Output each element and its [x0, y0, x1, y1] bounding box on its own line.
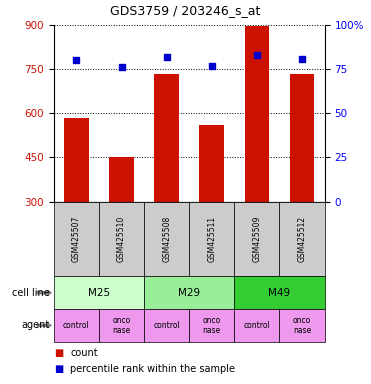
- Point: [254, 52, 260, 58]
- Bar: [234, 276, 325, 309]
- Text: percentile rank within the sample: percentile rank within the sample: [70, 364, 236, 374]
- Text: M25: M25: [88, 288, 110, 298]
- Bar: [54, 276, 144, 309]
- Text: ■: ■: [54, 348, 63, 358]
- Bar: [154, 73, 179, 202]
- Point: [209, 63, 215, 69]
- Text: cell line: cell line: [12, 288, 50, 298]
- Text: onco
nase: onco nase: [203, 316, 221, 335]
- Text: GSM425507: GSM425507: [72, 216, 81, 262]
- Bar: [189, 309, 234, 342]
- Bar: [54, 309, 99, 342]
- Bar: [279, 202, 325, 276]
- Text: GSM425511: GSM425511: [207, 216, 216, 262]
- Bar: [99, 202, 144, 276]
- Bar: [189, 202, 234, 276]
- Text: GDS3759 / 203246_s_at: GDS3759 / 203246_s_at: [110, 4, 261, 17]
- Bar: [244, 26, 269, 202]
- Text: control: control: [63, 321, 90, 330]
- Point: [299, 55, 305, 61]
- Text: control: control: [153, 321, 180, 330]
- Text: M29: M29: [178, 288, 200, 298]
- Bar: [144, 276, 234, 309]
- Bar: [54, 202, 99, 276]
- Point: [73, 57, 79, 63]
- Point: [119, 64, 125, 70]
- Text: onco
nase: onco nase: [112, 316, 131, 335]
- Text: GSM425508: GSM425508: [162, 216, 171, 262]
- Text: ■: ■: [54, 364, 63, 374]
- Point: [164, 54, 170, 60]
- Bar: [290, 73, 315, 202]
- Text: agent: agent: [22, 320, 50, 331]
- Bar: [64, 118, 89, 202]
- Text: GSM425512: GSM425512: [298, 216, 306, 262]
- Bar: [279, 309, 325, 342]
- Bar: [234, 309, 279, 342]
- Text: control: control: [243, 321, 270, 330]
- Text: M49: M49: [269, 288, 290, 298]
- Bar: [144, 309, 189, 342]
- Text: GSM425509: GSM425509: [252, 216, 262, 262]
- Text: onco
nase: onco nase: [293, 316, 311, 335]
- Text: GSM425510: GSM425510: [117, 216, 126, 262]
- Bar: [144, 202, 189, 276]
- Bar: [199, 125, 224, 202]
- Bar: [234, 202, 279, 276]
- Text: count: count: [70, 348, 98, 358]
- Bar: [109, 157, 134, 202]
- Bar: [99, 309, 144, 342]
